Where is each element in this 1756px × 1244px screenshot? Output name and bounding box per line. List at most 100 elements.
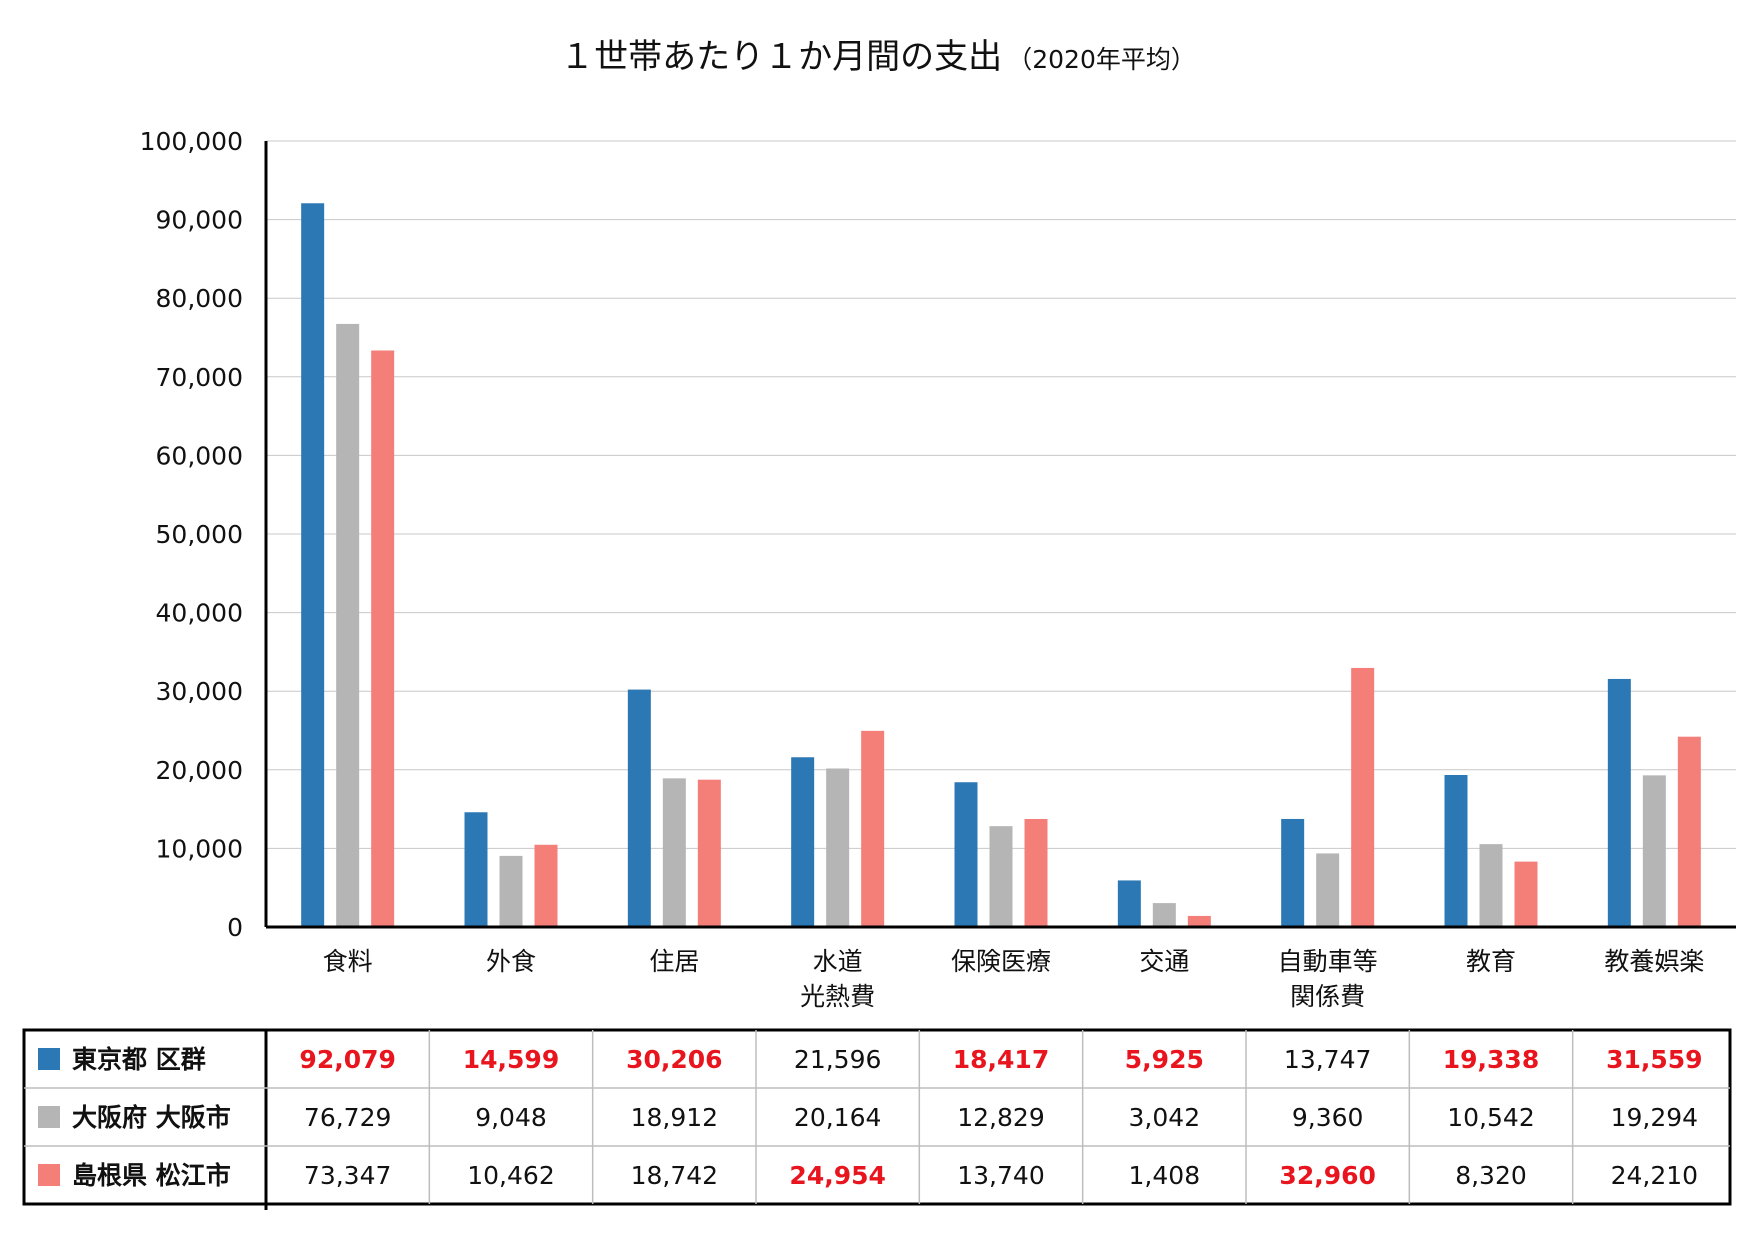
x-category-label-line: 食料 bbox=[323, 947, 373, 976]
y-tick-label: 30,000 bbox=[156, 677, 243, 706]
bar bbox=[791, 757, 815, 927]
bar bbox=[464, 812, 488, 927]
x-category-label: 水道光熱費 bbox=[800, 947, 875, 1011]
bar bbox=[1187, 915, 1211, 927]
bar bbox=[697, 779, 721, 927]
table-cell-value: 32,960 bbox=[1279, 1161, 1375, 1190]
legend-swatch bbox=[38, 1164, 60, 1186]
bar bbox=[1316, 853, 1340, 927]
table-cell-value: 30,206 bbox=[626, 1045, 722, 1074]
bar bbox=[1117, 880, 1141, 927]
table-cell-value: 10,542 bbox=[1447, 1103, 1534, 1132]
y-axis-ticks: 0 10,000 20,000 30,000 40,000 50,000 60,000 70,… bbox=[140, 127, 243, 942]
table-cell-value: 76,729 bbox=[304, 1103, 391, 1132]
bar bbox=[534, 844, 558, 927]
table-border bbox=[22, 1028, 1732, 1206]
x-category-label: 外食 bbox=[486, 947, 536, 976]
legend-swatch bbox=[38, 1106, 60, 1128]
x-category-label: 交通 bbox=[1139, 947, 1189, 976]
table-cell-value: 20,164 bbox=[794, 1103, 881, 1132]
table-cell-value: 19,294 bbox=[1611, 1103, 1698, 1132]
table-cell-value: 18,912 bbox=[631, 1103, 718, 1132]
y-tick-label: 60,000 bbox=[156, 441, 243, 470]
x-category-label: 教育 bbox=[1466, 947, 1516, 976]
x-category-label: 住居 bbox=[649, 947, 699, 976]
table-cell-value: 14,599 bbox=[463, 1045, 559, 1074]
bar bbox=[954, 782, 978, 927]
bar bbox=[1444, 775, 1468, 927]
table-cell-value: 13,740 bbox=[957, 1161, 1044, 1190]
axes bbox=[264, 141, 1736, 929]
bar bbox=[1351, 667, 1375, 927]
table-cell-value: 18,417 bbox=[953, 1045, 1049, 1074]
legend-label: 島根県 松江市 bbox=[72, 1161, 231, 1190]
table-cell-value: 24,210 bbox=[1611, 1161, 1698, 1190]
bars bbox=[301, 203, 1701, 928]
chart-subtitle: （2020年平均） bbox=[1007, 45, 1196, 74]
x-category-label-line: 教育 bbox=[1466, 947, 1516, 976]
chart-title: １世帯あたり１か月間の支出 （2020年平均） bbox=[560, 37, 1196, 77]
table-cell-value: 13,747 bbox=[1284, 1045, 1371, 1074]
bar bbox=[301, 203, 325, 928]
bar bbox=[989, 826, 1013, 927]
table-cell-value: 8,320 bbox=[1455, 1161, 1527, 1190]
bar bbox=[1607, 678, 1631, 927]
table-cell-value: 18,742 bbox=[631, 1161, 718, 1190]
y-tick-label: 0 bbox=[227, 913, 243, 942]
x-category-label: 食料 bbox=[323, 947, 373, 976]
chart-title-main: １世帯あたり１か月間の支出 bbox=[560, 37, 1002, 77]
y-tick-label: 50,000 bbox=[156, 520, 243, 549]
x-category-label-line: 自動車等 bbox=[1278, 947, 1378, 976]
y-tick-label: 90,000 bbox=[156, 206, 243, 235]
data-table: 東京都 区群 92,079 14,599 30,206 21,596 18,417 5,92… bbox=[22, 1028, 1732, 1210]
legend-label: 大阪府 大阪市 bbox=[72, 1103, 231, 1132]
table-cell-value: 12,829 bbox=[957, 1103, 1044, 1132]
y-tick-label: 20,000 bbox=[156, 756, 243, 785]
x-category-label-line: 関係費 bbox=[1290, 982, 1365, 1011]
bar bbox=[1642, 775, 1666, 927]
table-cell-value: 31,559 bbox=[1606, 1045, 1702, 1074]
x-category-label-line: 保険医療 bbox=[951, 947, 1051, 976]
table-cell-value: 3,042 bbox=[1129, 1103, 1201, 1132]
bar bbox=[1677, 736, 1701, 927]
x-category-label-line: 交通 bbox=[1139, 947, 1189, 976]
x-category-label-line: 光熱費 bbox=[800, 982, 875, 1011]
x-category-label-line: 住居 bbox=[649, 947, 699, 976]
y-tick-label: 10,000 bbox=[156, 834, 243, 863]
y-tick-label: 80,000 bbox=[156, 284, 243, 313]
legend-swatch bbox=[38, 1048, 60, 1070]
bar bbox=[499, 855, 523, 927]
legend-label: 東京都 区群 bbox=[72, 1045, 206, 1074]
table-cell-value: 9,360 bbox=[1292, 1103, 1364, 1132]
table-cell-value: 24,954 bbox=[789, 1161, 885, 1190]
bar bbox=[371, 350, 395, 928]
bar bbox=[826, 768, 850, 927]
bar bbox=[1152, 903, 1176, 927]
table-cell-value: 9,048 bbox=[475, 1103, 547, 1132]
table-cell-value: 19,338 bbox=[1443, 1045, 1539, 1074]
bar bbox=[861, 730, 885, 927]
bar bbox=[1479, 844, 1503, 927]
bar bbox=[336, 323, 360, 928]
x-axis-labels: 食料 外食 住居 水道光熱費 保険医療 交通 自動車等関係費 教育 教養娯楽 bbox=[323, 947, 1705, 1011]
bar bbox=[1024, 819, 1048, 927]
x-category-label-line: 教養娯楽 bbox=[1604, 947, 1704, 976]
table-cell-value: 73,347 bbox=[304, 1161, 391, 1190]
y-tick-label: 40,000 bbox=[156, 599, 243, 628]
bar bbox=[662, 778, 686, 927]
y-tick-label: 70,000 bbox=[156, 363, 243, 392]
table-cell-value: 10,462 bbox=[467, 1161, 554, 1190]
table-cell-value: 21,596 bbox=[794, 1045, 881, 1074]
table-cell-value: 5,925 bbox=[1125, 1045, 1204, 1074]
x-category-label: 教養娯楽 bbox=[1604, 947, 1704, 976]
gridlines bbox=[266, 140, 1736, 849]
table-cell-value: 92,079 bbox=[299, 1045, 395, 1074]
x-category-label-line: 水道 bbox=[813, 947, 863, 976]
table-cell-value: 1,408 bbox=[1129, 1161, 1201, 1190]
y-tick-label: 100,000 bbox=[140, 127, 243, 156]
x-category-label-line: 外食 bbox=[486, 947, 536, 976]
bar bbox=[1514, 861, 1538, 927]
x-category-label: 保険医療 bbox=[951, 947, 1051, 976]
bar bbox=[1281, 818, 1305, 927]
